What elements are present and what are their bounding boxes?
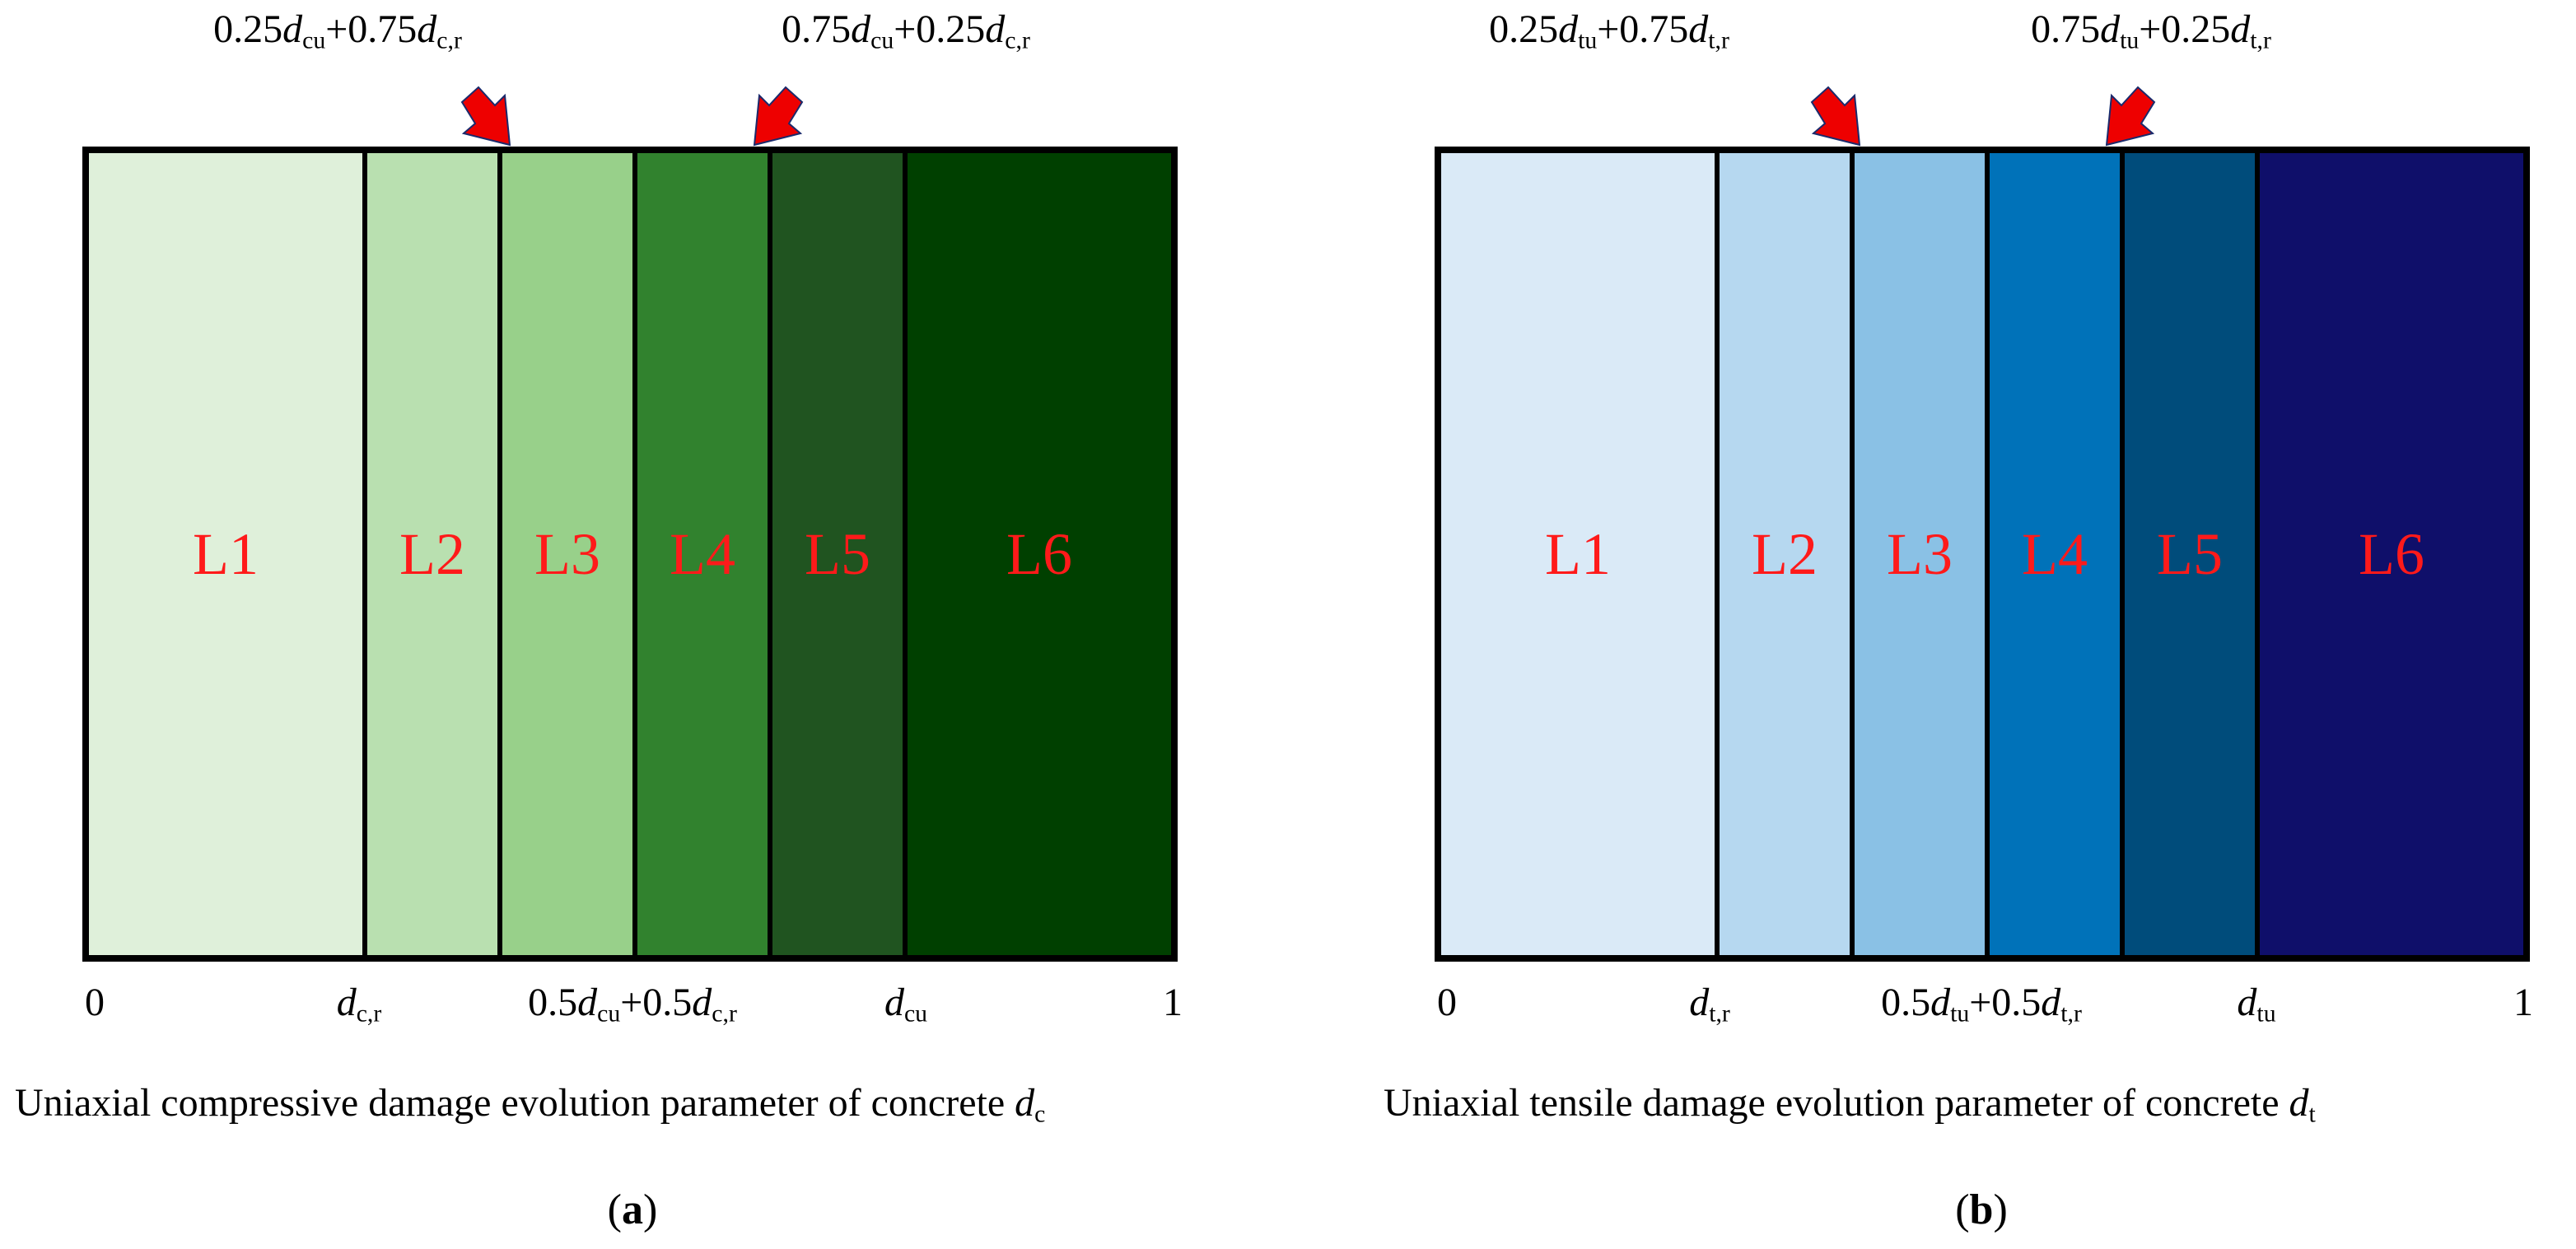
damage-bar: L1 L2 L3 L4 L5 L6	[1435, 147, 2530, 962]
arrow-left-icon	[460, 86, 511, 147]
tick-d-u: dcu	[884, 981, 928, 1028]
segment-label: L1	[1545, 521, 1611, 587]
segment-label: L5	[805, 521, 870, 587]
segment-label: L6	[1006, 521, 1072, 587]
segment-label: L6	[2359, 521, 2424, 587]
axis-title: Uniaxial compressive damage evolution pa…	[15, 1081, 1046, 1128]
top-label-right: 0.75dcu+0.25dc,r	[782, 7, 1030, 54]
tick-mid: 0.5dcu+0.5dc,r	[528, 981, 737, 1028]
panel-b: 0.25dtu+0.75dt,r 0.75dtu+0.25dt,r L1 L2 …	[1288, 0, 2576, 1249]
segment-label: L4	[2022, 521, 2088, 587]
segment-label: L1	[193, 521, 259, 587]
tick-one: 1	[2513, 981, 2533, 1024]
tick-mid: 0.5dtu+0.5dt,r	[1881, 981, 2082, 1028]
panel-letter: (a)	[607, 1186, 658, 1233]
tick-d-r: dt,r	[1689, 981, 1730, 1028]
segment-l4: L4	[632, 153, 768, 955]
arrow-right-icon	[753, 86, 804, 147]
tick-one: 1	[1163, 981, 1183, 1024]
segment-l1: L1	[89, 153, 362, 955]
segment-l2: L2	[362, 153, 497, 955]
tick-zero: 0	[85, 981, 105, 1024]
damage-bar: L1 L2 L3 L4 L5 L6	[82, 147, 1178, 962]
arrow-right-icon	[2105, 86, 2156, 147]
top-label-right: 0.75dtu+0.25dt,r	[2031, 7, 2271, 54]
segment-label: L2	[1752, 521, 1818, 587]
arrow-left-icon	[1810, 86, 1861, 147]
panel-a: 0.25dcu+0.75dc,r 0.75dcu+0.25dc,r L1 L2 …	[15, 7, 1183, 1233]
segment-label: L4	[670, 521, 735, 587]
segment-label: L2	[399, 521, 465, 587]
top-label-left: 0.25dcu+0.75dc,r	[213, 7, 462, 54]
panel-letter: (b)	[1955, 1186, 2008, 1233]
segment-l6: L6	[903, 153, 1171, 955]
segment-label: L3	[1887, 521, 1953, 587]
tick-zero: 0	[1437, 981, 1457, 1024]
segment-l6: L6	[2255, 153, 2523, 955]
segment-l3: L3	[1850, 153, 1985, 955]
top-label-left: 0.25dtu+0.75dt,r	[1489, 7, 1729, 54]
segment-l5: L5	[768, 153, 903, 955]
segment-l1: L1	[1441, 153, 1715, 955]
segment-label: L5	[2157, 521, 2223, 587]
segment-l2: L2	[1715, 153, 1850, 955]
segment-label: L3	[534, 521, 600, 587]
segment-l5: L5	[2120, 153, 2255, 955]
tick-d-u: dtu	[2237, 981, 2276, 1028]
segment-l4: L4	[1985, 153, 2120, 955]
axis-title: Uniaxial tensile damage evolution parame…	[1384, 1081, 2316, 1128]
segment-l3: L3	[497, 153, 632, 955]
tick-d-r: dc,r	[336, 981, 382, 1028]
